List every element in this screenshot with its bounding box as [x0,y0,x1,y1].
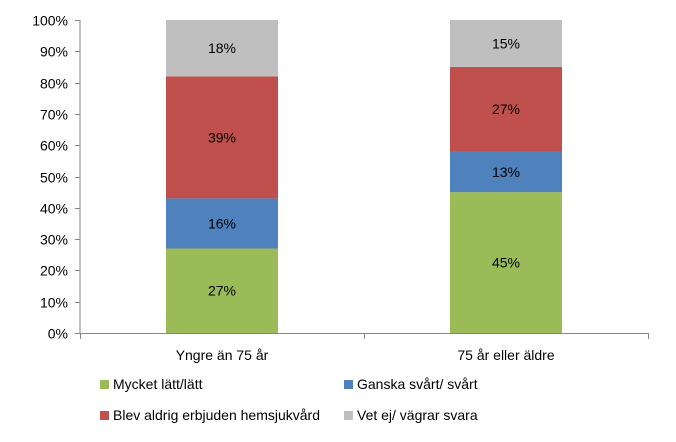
legend-label: Vet ej/ vägrar svara [357,407,478,423]
y-tick-label: 60% [40,138,68,154]
y-tick-label: 30% [40,232,68,248]
bar-segment [450,66,562,152]
data-label: 16% [208,215,236,231]
bar-segment [166,20,278,77]
y-tick-label: 50% [40,170,68,186]
data-label: 18% [208,40,236,56]
y-tick-label: 20% [40,263,68,279]
legend-label: Blev aldrig erbjuden hemsjukvård [113,407,320,423]
bar-segment [450,192,562,333]
legend-swatch [100,411,109,420]
legend-swatch [100,380,109,389]
bar-segment [166,198,278,249]
y-tick-label: 10% [40,295,68,311]
data-label: 39% [208,129,236,145]
legend-swatch [344,411,353,420]
legend-label: Mycket lätt/lätt [113,376,203,392]
y-tick-label: 0% [48,326,68,342]
y-tick-label: 90% [40,44,68,60]
bar-segment [166,76,278,199]
data-label: 15% [492,35,520,51]
data-label: 27% [492,101,520,117]
category-label: 75 år eller äldre [457,347,554,363]
y-tick-label: 80% [40,76,68,92]
data-label: 27% [208,283,236,299]
legend-swatch [344,380,353,389]
y-tick-label: 40% [40,201,68,217]
data-label: 13% [492,164,520,180]
category-label: Yngre än 75 år [176,347,269,363]
legend-label: Ganska svårt/ svårt [357,376,478,392]
data-label: 45% [492,255,520,271]
y-tick-label: 100% [32,13,68,29]
bar-segment [450,20,562,67]
bar-segment [166,248,278,333]
bar-segment [450,151,562,193]
y-tick-label: 70% [40,107,68,123]
